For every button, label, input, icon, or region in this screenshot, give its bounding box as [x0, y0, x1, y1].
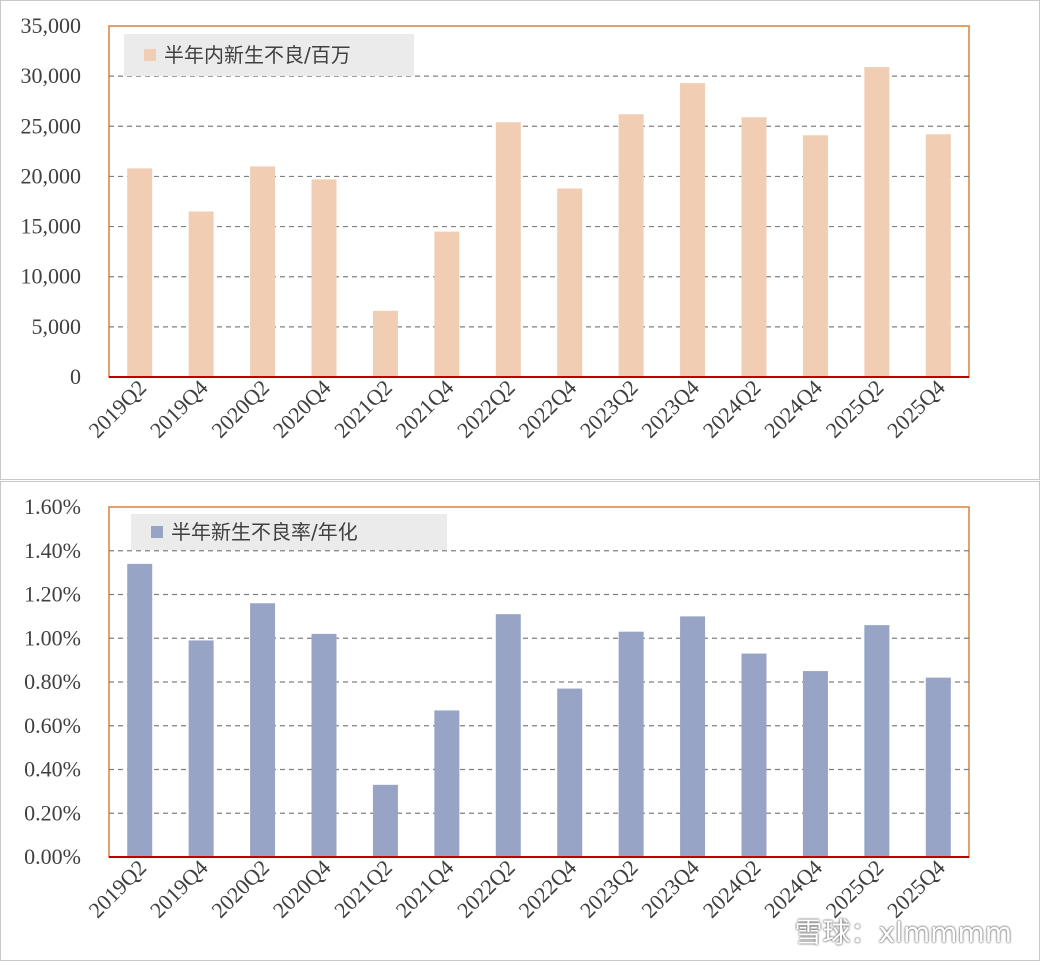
x-tick-label: 2022Q2	[452, 855, 520, 923]
bar-chart-new-npl-amount: 0 5,000 10,000 15,000 20,000 25,000 30,000 35,0…	[21, 13, 970, 443]
x-tick-label: 2022Q2	[452, 375, 520, 443]
y-tick-label: 0.60%	[24, 713, 81, 738]
legend-label: 半年新生不良率/年化	[171, 520, 358, 544]
x-tick-label: 2020Q4	[268, 375, 336, 443]
x-tick-label: 2025Q2	[821, 375, 889, 443]
y-tick-label: 0.20%	[24, 800, 81, 825]
x-tick-label: 2022Q4	[513, 855, 581, 923]
bar	[434, 231, 460, 377]
bar	[680, 616, 706, 857]
x-tick-label: 2020Q2	[206, 855, 274, 923]
y-tick-label: 10,000	[21, 264, 82, 289]
y-tick-label: 5,000	[32, 314, 82, 339]
y-tick-label: 0	[70, 364, 81, 389]
chart-panel-new-npl-rate: 0.00% 0.20% 0.40% 0.60% 0.80% 1.00% 1.20% 1.40%…	[0, 481, 1040, 961]
legend-label: 半年内新生不良/百万	[164, 43, 351, 67]
chart-panel-new-npl-amount: 0 5,000 10,000 15,000 20,000 25,000 30,000 35,0…	[0, 0, 1040, 480]
legend-swatch	[151, 526, 163, 538]
bar	[864, 625, 890, 857]
bar	[188, 640, 214, 857]
bar	[250, 603, 276, 857]
y-tick-label: 0.00%	[24, 844, 81, 869]
y-tick-label: 25,000	[21, 113, 82, 138]
bar	[250, 166, 276, 377]
bar	[495, 122, 521, 377]
x-tick-label: 2023Q2	[575, 855, 643, 923]
x-tick-label: 2023Q4	[636, 855, 704, 923]
x-tick-label: 2024Q2	[698, 375, 766, 443]
y-tick-label: 1.40%	[24, 538, 81, 563]
x-tick-label: 2021Q4	[391, 375, 459, 443]
bar	[618, 631, 644, 857]
bar	[495, 614, 521, 857]
x-tick-label: 2021Q2	[329, 375, 397, 443]
watermark: 雪球：xlmmmm	[794, 916, 1012, 949]
bar	[557, 688, 583, 857]
x-tick-label: 2019Q2	[83, 375, 151, 443]
x-tick-label: 2020Q2	[206, 375, 274, 443]
y-tick-label: 35,000	[21, 13, 82, 38]
x-tick-label: 2019Q4	[145, 855, 213, 923]
y-tick-label: 0.80%	[24, 669, 81, 694]
legend-box	[131, 514, 447, 550]
x-tick-label: 2021Q4	[391, 855, 459, 923]
x-tick-label: 2023Q4	[636, 375, 704, 443]
legend-box	[124, 34, 414, 76]
y-tick-label: 1.60%	[24, 494, 81, 519]
bar	[372, 784, 398, 857]
plot-frame	[108, 25, 970, 378]
bar	[925, 134, 951, 377]
bar	[802, 135, 828, 377]
y-tick-label: 1.00%	[24, 625, 81, 650]
bar	[864, 67, 890, 378]
x-tick-label: 2025Q4	[882, 375, 950, 443]
bar	[557, 188, 583, 377]
bar	[127, 563, 153, 857]
y-tick-label: 20,000	[21, 163, 82, 188]
bar	[802, 671, 828, 857]
bar	[741, 117, 767, 377]
x-tick-label: 2024Q2	[698, 855, 766, 923]
x-tick-label: 2022Q4	[513, 375, 581, 443]
bar	[618, 114, 644, 377]
bar	[188, 211, 214, 377]
y-tick-label: 30,000	[21, 63, 82, 88]
x-tick-label: 2021Q2	[329, 855, 397, 923]
y-tick-label: 0.40%	[24, 757, 81, 782]
x-tick-label: 2019Q2	[83, 855, 151, 923]
bar-chart-new-npl-rate: 0.00% 0.20% 0.40% 0.60% 0.80% 1.00% 1.20% 1.40%…	[24, 494, 970, 923]
bar	[311, 179, 337, 377]
bar	[434, 710, 460, 857]
bar	[127, 168, 153, 377]
bar	[311, 633, 337, 857]
x-tick-label: 2020Q4	[268, 855, 336, 923]
x-tick-label: 2024Q4	[759, 375, 827, 443]
y-tick-label: 15,000	[21, 214, 82, 239]
bar	[680, 83, 706, 378]
legend-swatch	[144, 49, 156, 61]
x-tick-label: 2023Q2	[575, 375, 643, 443]
bar	[925, 677, 951, 857]
bar	[741, 653, 767, 857]
x-tick-label: 2019Q4	[145, 375, 213, 443]
y-tick-label: 1.20%	[24, 582, 81, 607]
bar	[372, 310, 398, 377]
